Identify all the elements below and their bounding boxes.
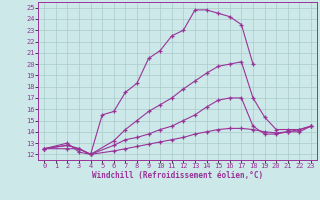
X-axis label: Windchill (Refroidissement éolien,°C): Windchill (Refroidissement éolien,°C) — [92, 171, 263, 180]
